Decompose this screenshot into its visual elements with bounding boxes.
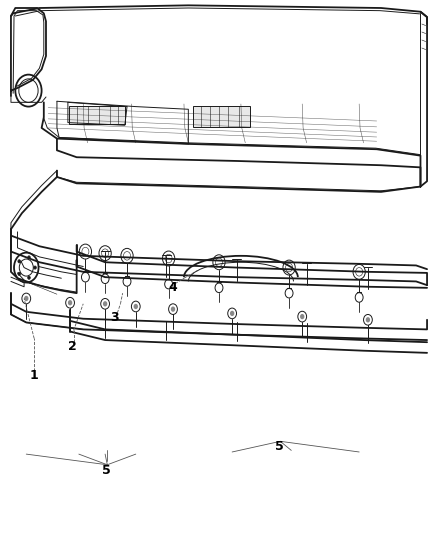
Circle shape <box>18 260 21 263</box>
Circle shape <box>28 276 30 279</box>
Circle shape <box>171 306 175 312</box>
Bar <box>69 106 125 124</box>
Circle shape <box>103 301 107 306</box>
Circle shape <box>28 256 30 259</box>
Text: 5: 5 <box>275 440 284 453</box>
Circle shape <box>18 272 21 276</box>
Circle shape <box>300 314 304 319</box>
Circle shape <box>24 296 28 301</box>
Text: 4: 4 <box>169 281 177 294</box>
Text: 1: 1 <box>30 369 39 382</box>
Text: 2: 2 <box>68 340 77 353</box>
Circle shape <box>134 304 138 309</box>
Bar <box>193 106 250 127</box>
Circle shape <box>366 317 370 322</box>
Text: 5: 5 <box>102 464 110 477</box>
Circle shape <box>34 266 36 269</box>
Circle shape <box>230 311 234 316</box>
Circle shape <box>68 300 72 305</box>
Text: 3: 3 <box>110 311 119 324</box>
